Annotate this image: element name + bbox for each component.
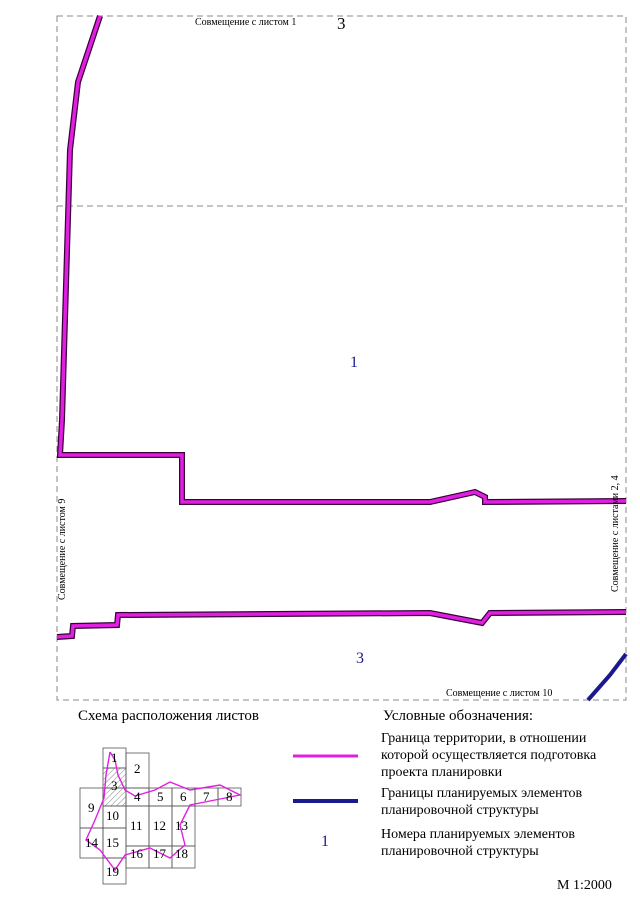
- key-map-cell: 2: [134, 761, 141, 776]
- key-map-cell: 16: [130, 846, 143, 861]
- legend-item-structure: Границы планируемых элементов планировоч…: [381, 786, 583, 818]
- key-map-cell: 5: [157, 789, 164, 804]
- key-map-cell: 11: [130, 818, 143, 833]
- join-label-right: Совмещение с листами 2, 4: [610, 475, 621, 592]
- legend-item-numbers: Номера планируемых элементов планировочн…: [381, 827, 575, 859]
- key-map-cell: 12: [153, 818, 166, 833]
- sheet-label-center: 1: [350, 354, 358, 371]
- map-scale: М 1:2000: [557, 878, 612, 893]
- key-map-title: Схема расположения листов: [78, 708, 259, 724]
- legend-title: Условные обозначения:: [383, 708, 534, 724]
- key-map-cell: 8: [226, 789, 233, 804]
- join-label-top: Совмещение с листом 1: [195, 17, 297, 28]
- territory-boundary: [56, 15, 627, 640]
- sheet-frame: [56, 15, 627, 701]
- legend-symbol-number: 1: [321, 833, 329, 850]
- key-map-cell: 19: [106, 864, 119, 879]
- key-map-cell: 17: [153, 846, 166, 861]
- key-map-cell: 14: [85, 835, 98, 850]
- legend-item-territory: Граница территории, в отношении которой …: [381, 731, 597, 780]
- join-label-bottom: Совмещение с листом 10: [446, 688, 553, 699]
- sheet-label-top: 3: [337, 14, 346, 33]
- key-map-cell: 3: [111, 778, 118, 793]
- key-map-cell: 4: [134, 789, 141, 804]
- key-map-cell: 7: [203, 789, 210, 804]
- key-map-cell: 15: [106, 835, 119, 850]
- join-label-left: Совмещение с листом 9: [57, 498, 68, 600]
- key-map-cell: 1: [111, 750, 118, 765]
- sheet-label-bottom: 3: [356, 650, 364, 667]
- key-map-cell: 9: [88, 800, 95, 815]
- key-map-cell: 6: [180, 789, 187, 804]
- key-map-cell: 18: [175, 846, 188, 861]
- key-map-territory: [85, 751, 243, 872]
- structure-boundary: [586, 652, 628, 702]
- key-map-grid: [79, 747, 242, 885]
- key-map-cell: 13: [175, 818, 188, 833]
- key-map-cell: 10: [106, 808, 119, 823]
